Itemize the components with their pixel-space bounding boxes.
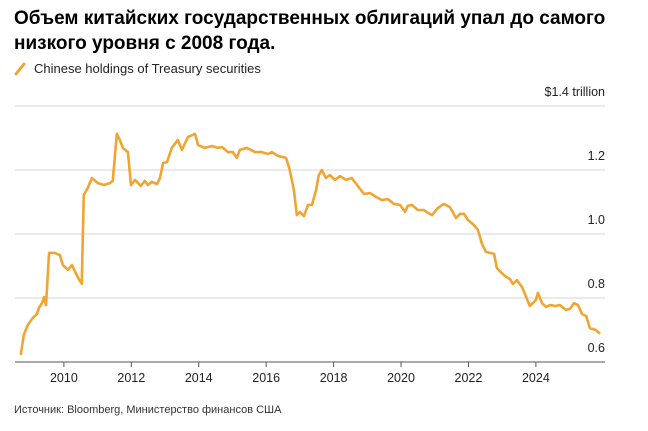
x-tick-label: 2016 bbox=[252, 371, 280, 385]
y-tick-label: 1.0 bbox=[588, 213, 605, 227]
legend: Chinese holdings of Treasury securities bbox=[14, 61, 261, 76]
x-tick-label: 2024 bbox=[522, 371, 550, 385]
x-tick-label: 2012 bbox=[117, 371, 145, 385]
source-note: Источник: Bloomberg, Министерство финанс… bbox=[14, 404, 282, 416]
y-tick-label: 0.8 bbox=[588, 277, 605, 291]
y-tick-label: 1.2 bbox=[588, 149, 605, 163]
chart-title: Объем китайских государственных облигаци… bbox=[14, 8, 606, 54]
legend-label: Chinese holdings of Treasury securities bbox=[34, 61, 261, 76]
x-tick-label: 2014 bbox=[185, 371, 213, 385]
data-line bbox=[19, 132, 601, 356]
x-tick-label: 2010 bbox=[50, 371, 78, 385]
x-tick-label: 2020 bbox=[387, 371, 415, 385]
legend-swatch bbox=[14, 62, 26, 75]
y-tick-label: $1.4 trillion bbox=[545, 85, 605, 99]
y-tick-label: 0.6 bbox=[588, 341, 605, 355]
x-tick-label: 2018 bbox=[320, 371, 348, 385]
x-tick-label: 2022 bbox=[455, 371, 483, 385]
